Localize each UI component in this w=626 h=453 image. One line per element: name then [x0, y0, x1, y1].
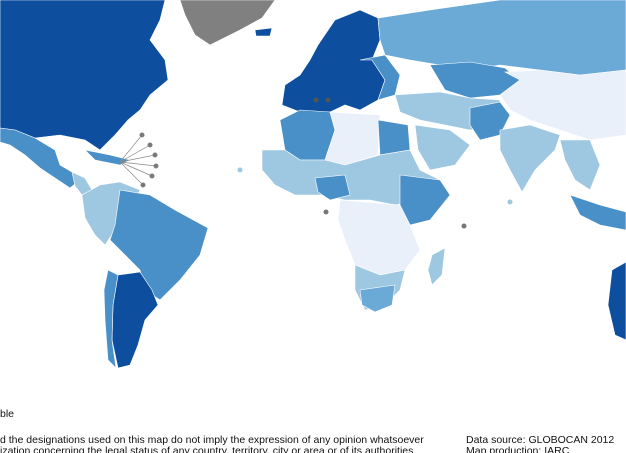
brazil: [109, 189, 209, 301]
disclaimer-line: d the designations used on this map do n…: [0, 434, 424, 446]
map-production: Map production: IARC: [466, 445, 570, 453]
china: [499, 69, 626, 141]
south-africa: [359, 284, 396, 313]
australia: [607, 261, 626, 341]
nigeria: [314, 174, 351, 201]
southeast-asia: [559, 139, 601, 191]
madagascar: [427, 247, 446, 286]
island: [313, 97, 319, 103]
data-source: Data source: GLOBOCAN 2012: [466, 434, 614, 446]
europe: [281, 9, 386, 113]
island: [507, 199, 513, 205]
island: [237, 167, 243, 173]
disclaimer-line: ization concerning the legal status of a…: [0, 445, 413, 453]
island: [325, 97, 331, 103]
russia: [377, 0, 626, 76]
island: [461, 223, 467, 229]
arabia: [414, 124, 471, 171]
chile: [103, 269, 119, 369]
indonesia: [569, 194, 626, 231]
eastern-europe: [359, 54, 401, 101]
island: [323, 209, 329, 215]
world-map: [0, 0, 626, 369]
horn-of-africa: [399, 174, 451, 226]
iceland: [254, 27, 273, 37]
legend-label: ble: [0, 408, 14, 420]
india: [499, 124, 561, 193]
north-america: [0, 0, 169, 151]
caribbean-callouts: [119, 132, 159, 188]
greenland: [179, 0, 276, 46]
egypt: [377, 119, 411, 156]
